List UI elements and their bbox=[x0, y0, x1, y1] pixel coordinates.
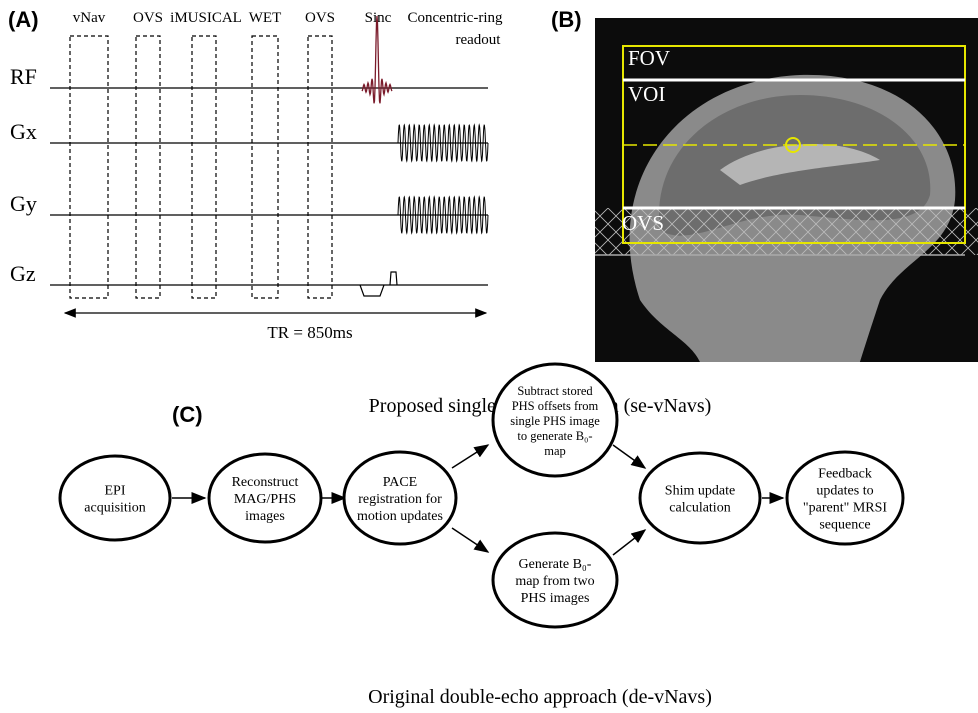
node-text: sequence bbox=[819, 518, 870, 533]
column-label: OVS bbox=[305, 10, 335, 26]
module-box bbox=[70, 36, 108, 298]
panel-label: (B) bbox=[551, 7, 582, 32]
arrow bbox=[452, 528, 488, 552]
column-label: WET bbox=[249, 10, 281, 26]
node-text: calculation bbox=[669, 501, 730, 516]
pulse-sequence: TR = 850ms Concentric-ring readout vNav O… bbox=[10, 10, 503, 342]
region-label: FOV bbox=[628, 46, 670, 70]
node-text: updates to bbox=[816, 484, 873, 499]
mri-image: FOV VOI OVS bbox=[595, 18, 978, 362]
row-label: Gy bbox=[10, 191, 37, 216]
sinc-pulse bbox=[362, 16, 392, 103]
panel-label: (A) bbox=[8, 7, 39, 32]
node-text: PACE bbox=[383, 475, 418, 490]
gz-gradient bbox=[360, 272, 397, 296]
readout-label: Concentric-ring bbox=[408, 10, 503, 26]
node-text: EPI bbox=[105, 484, 126, 499]
node-text: motion updates bbox=[357, 509, 443, 524]
module-box bbox=[136, 36, 160, 298]
node-text: "parent" MRSI bbox=[803, 501, 887, 516]
node-text: to generate B₀- bbox=[517, 429, 592, 443]
module-box bbox=[252, 36, 278, 298]
region-label: OVS bbox=[622, 211, 664, 235]
node-text: MAG/PHS bbox=[234, 492, 296, 507]
node-text: PHS offsets from bbox=[512, 399, 599, 413]
node-text: Reconstruct bbox=[232, 475, 299, 490]
panel-label: (C) bbox=[172, 402, 203, 427]
tr-label: TR = 850ms bbox=[267, 323, 352, 342]
arrow bbox=[613, 530, 645, 555]
readout-label: readout bbox=[456, 32, 502, 48]
column-label: iMUSICAL bbox=[170, 10, 242, 26]
figure: (A) TR = 850ms Concentric-ring readout v… bbox=[0, 0, 978, 713]
node-text: map bbox=[544, 444, 566, 458]
arrow bbox=[613, 445, 645, 468]
column-label: vNav bbox=[73, 10, 106, 26]
row-label: Gx bbox=[10, 119, 37, 144]
node-text: Shim update bbox=[665, 484, 735, 499]
node-text: Subtract stored bbox=[517, 384, 593, 398]
node-text: Feedback bbox=[818, 467, 872, 482]
module-box bbox=[308, 36, 332, 298]
region-label: VOI bbox=[628, 82, 665, 106]
node-text: registration for bbox=[358, 492, 442, 507]
module-box bbox=[192, 36, 216, 298]
column-label: Sinc bbox=[365, 10, 392, 26]
node-text: single PHS image bbox=[510, 414, 600, 428]
node-text: Generate B₀- bbox=[519, 557, 592, 572]
approach-title: Original double-echo approach (de-vNavs) bbox=[368, 686, 712, 708]
row-label: RF bbox=[10, 64, 37, 89]
node-text: map from two bbox=[515, 574, 594, 589]
column-label: OVS bbox=[133, 10, 163, 26]
node-text: PHS images bbox=[521, 591, 590, 606]
arrow bbox=[452, 445, 488, 468]
node-text: images bbox=[245, 509, 285, 524]
node-text: acquisition bbox=[84, 501, 145, 516]
row-label: Gz bbox=[10, 261, 36, 286]
